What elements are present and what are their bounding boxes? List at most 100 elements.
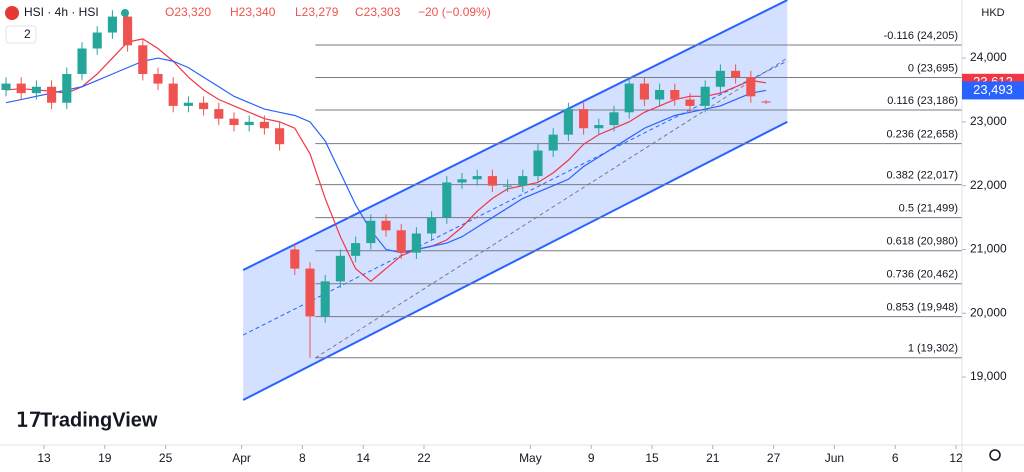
candle-body: [16, 83, 26, 94]
fib-label: 0.618 (20,980): [886, 236, 958, 248]
candle-body: [746, 77, 756, 97]
fib-label: 0.236 (22,658): [886, 129, 958, 141]
candle-body: [609, 112, 619, 126]
candle-body: [731, 70, 741, 78]
candle-body: [594, 125, 604, 129]
channel-lower: [242, 120, 788, 401]
candle-body: [472, 176, 482, 180]
candle-body: [670, 89, 680, 100]
candle-body: [457, 179, 467, 183]
currency[interactable]: HKD: [981, 7, 1004, 19]
candle-body: [396, 230, 406, 253]
candle-body: [168, 83, 178, 106]
candle-body: [503, 185, 513, 187]
x-tick-label: 9: [588, 451, 595, 465]
candle-body: [487, 176, 497, 186]
status-dot: [121, 9, 129, 17]
fib-label: 0.5 (21,499): [899, 203, 958, 215]
candle-body: [1, 83, 11, 90]
price-label-box: [962, 81, 1024, 100]
candle-body: [62, 74, 72, 103]
candle-body: [138, 45, 148, 75]
candle-body: [579, 109, 589, 129]
candle-body: [442, 182, 452, 218]
indicator-toggle[interactable]: [5, 25, 37, 44]
candle-body: [123, 16, 133, 46]
x-tick-label: 8: [299, 451, 306, 465]
x-tick-label: May: [519, 451, 542, 465]
symbol-icon: [5, 6, 19, 20]
candle-body: [639, 83, 649, 100]
candle-body: [335, 255, 345, 282]
ohlc-open: O23,320: [165, 5, 211, 19]
x-tick-label: Apr: [232, 451, 251, 465]
candle-body: [655, 89, 665, 100]
ohlc-high: H23,340: [230, 5, 276, 19]
x-tick-label: 14: [357, 451, 371, 465]
candle-body: [275, 128, 285, 145]
symbol[interactable]: HSI · 4h · HSI: [24, 5, 99, 19]
candle-body: [259, 121, 269, 129]
indicator-count: 2: [24, 27, 31, 41]
x-tick-label: 25: [159, 451, 173, 465]
x-tick-label: 21: [706, 451, 720, 465]
moving-average: [5, 38, 767, 283]
candle-body: [548, 134, 558, 151]
x-tick-label: 27: [767, 451, 781, 465]
candle-body: [47, 86, 57, 103]
candle-body: [563, 109, 573, 135]
candle-body: [366, 220, 376, 244]
candle-body: [411, 233, 421, 253]
fib-label: -0.116 (24,205): [884, 30, 958, 42]
candle-body: [533, 150, 543, 177]
candle-body: [305, 268, 315, 317]
channel-fill: [243, 0, 788, 401]
x-tick-label: 19: [98, 451, 112, 465]
candle-body: [427, 217, 437, 234]
x-tick-label: Jun: [825, 451, 844, 465]
candle-body: [183, 102, 193, 106]
y-tick-label: 20,000: [970, 305, 1007, 319]
fib-label: 0.382 (22,017): [886, 169, 958, 181]
candle-body: [381, 220, 391, 231]
fib-label: 0.853 (19,948): [886, 301, 958, 313]
y-tick-label: 21,000: [970, 242, 1007, 256]
x-tick-label: 6: [892, 451, 899, 465]
price-label: 23,493: [973, 82, 1013, 97]
x-tick-label: 12: [949, 451, 963, 465]
candle-body: [77, 48, 87, 75]
brand-logo: 𝟣𝟩: [16, 409, 41, 431]
candle-body: [761, 101, 771, 103]
fib-label: 0 (23,695): [908, 62, 958, 74]
y-tick-label: 19,000: [970, 369, 1007, 383]
brand: TradingView: [40, 409, 158, 431]
candle-body: [290, 249, 300, 269]
candle-body: [715, 70, 725, 87]
candle-body: [244, 121, 254, 126]
candle-body: [518, 176, 528, 186]
settings-icon[interactable]: [989, 449, 1001, 461]
ohlc-low: L23,279: [295, 5, 339, 19]
y-tick-label: 24,000: [970, 50, 1007, 64]
x-tick-label: 15: [645, 451, 659, 465]
candle-body: [685, 99, 695, 106]
candle-body: [92, 32, 102, 49]
candle-body: [351, 243, 361, 256]
channel-mid: [242, 60, 788, 336]
change: −20 (−0.09%): [418, 5, 491, 19]
candle-body: [214, 109, 224, 119]
x-tick-label: 13: [37, 451, 51, 465]
y-tick-label: 22,000: [970, 178, 1007, 192]
candle-body: [199, 102, 209, 110]
candle-body: [229, 118, 239, 126]
candle-body: [700, 86, 710, 106]
moving-average: [5, 57, 767, 254]
ohlc-close: C23,303: [355, 5, 401, 19]
x-tick-label: 22: [417, 451, 431, 465]
plot-area: [1, 0, 962, 401]
candle-body: [153, 74, 163, 84]
candle-body: [320, 281, 330, 317]
candle-body: [31, 86, 41, 94]
